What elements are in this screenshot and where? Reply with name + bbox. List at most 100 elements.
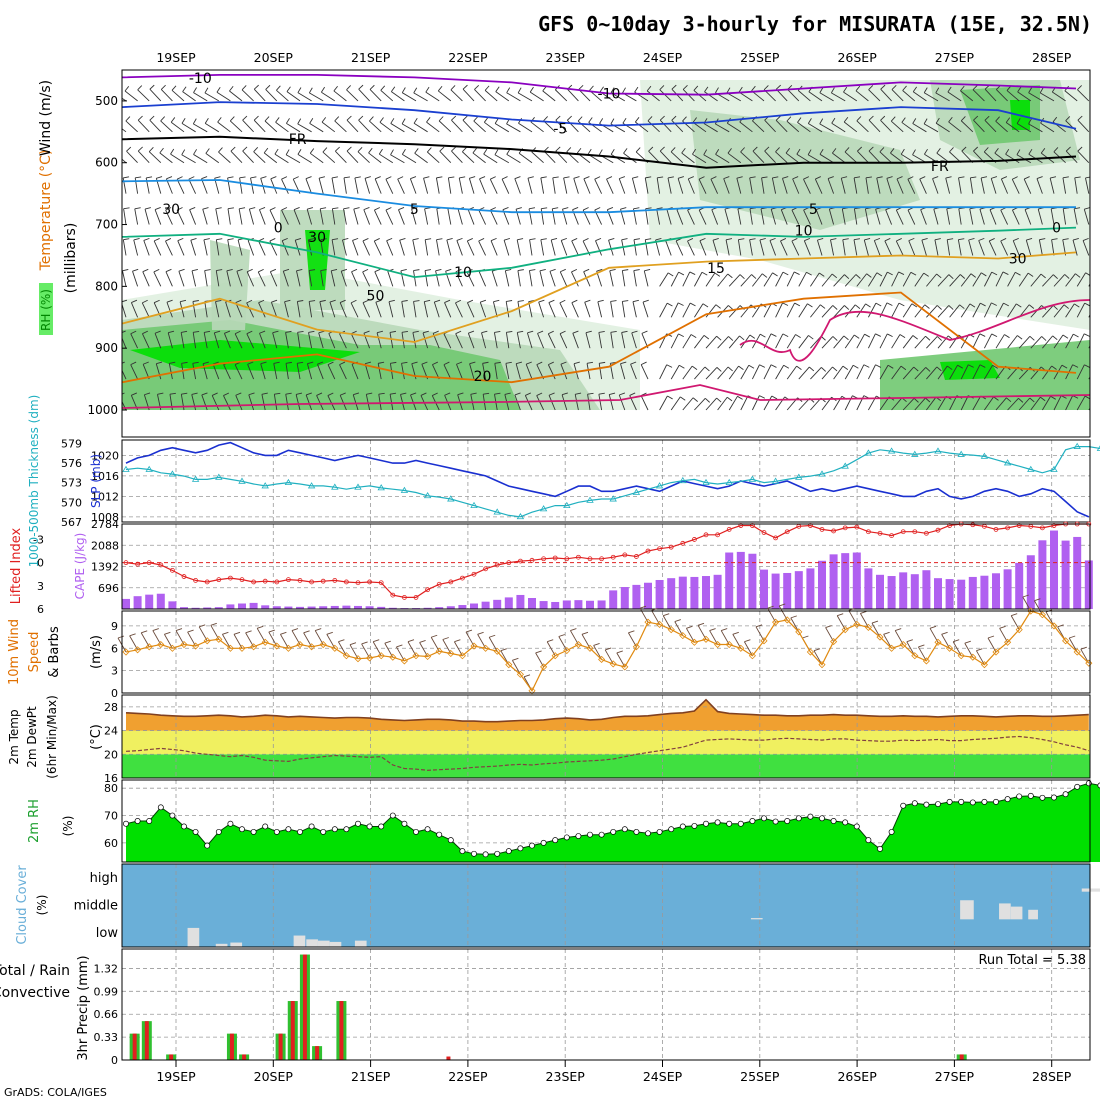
wind-barb	[587, 394, 591, 411]
wind-barb	[273, 394, 278, 411]
wind-barb	[176, 209, 185, 225]
surface-wind-barb	[372, 641, 382, 656]
wind-barb	[270, 178, 278, 194]
surface-wind-barb-flag	[1069, 635, 1076, 639]
wind-barb	[873, 240, 881, 256]
wind-barb	[551, 208, 556, 225]
wind-barb	[281, 179, 289, 194]
wind-barb-flag	[203, 238, 210, 241]
wind-barb-flag	[841, 176, 848, 179]
surface-wind-barb-flag	[871, 620, 879, 624]
wind-barb-flag	[1051, 365, 1057, 370]
wind-barb-flag	[875, 302, 882, 307]
wind-barb-flag	[572, 207, 579, 211]
surface-wind-barb-flag	[257, 625, 264, 629]
wind-barb	[493, 332, 498, 349]
wind-barb	[489, 179, 498, 194]
surface-wind-barb	[1034, 600, 1043, 615]
wind-barb-flag	[144, 207, 151, 210]
cape-bar	[1003, 569, 1012, 609]
wind-barb	[281, 240, 289, 256]
wind-barb	[447, 208, 452, 225]
wind-barb-flag	[911, 303, 918, 308]
wind-barb-flag	[215, 299, 222, 303]
wind-barb	[401, 123, 417, 133]
rh-tick-label: 60	[104, 837, 118, 850]
wind-barb	[414, 152, 428, 164]
wind-barb-flag	[782, 271, 789, 276]
wind-barb-flag	[242, 115, 248, 121]
wind-barb	[752, 273, 763, 287]
surface-wind-barb-flag	[210, 622, 217, 626]
wind-barb	[181, 154, 196, 164]
wind-barb	[609, 270, 614, 287]
wind-barb-flag	[134, 207, 141, 210]
wind-barb	[1072, 239, 1078, 256]
wind-barb	[387, 271, 394, 287]
wind-barb-flag	[239, 207, 246, 210]
rh-marker	[250, 828, 257, 835]
thickness-marker	[1027, 465, 1035, 472]
wind-barb-flag	[483, 117, 489, 123]
wind-speed-marker	[366, 654, 374, 662]
wind-barb-flag	[796, 148, 801, 155]
wind-barb-flag	[770, 333, 777, 337]
wind-barb	[571, 240, 579, 256]
cape-bar	[934, 578, 942, 609]
wind-barb-flag	[527, 176, 534, 179]
date-label-top: 28SEP	[1032, 50, 1072, 65]
surface-wind-barb	[848, 610, 858, 625]
wind-barb-flag	[133, 238, 140, 241]
wind-barb-flag	[320, 269, 327, 272]
wind-barb-flag	[645, 176, 652, 179]
wind-barb-flag	[390, 118, 395, 124]
wind-barb-flag	[771, 395, 778, 400]
cape-bar	[690, 576, 699, 609]
wind-barb-flag	[677, 176, 684, 179]
wind-barb-flag	[272, 330, 279, 334]
wind-speed-marker	[261, 638, 269, 646]
wind-barb-flag	[331, 268, 338, 272]
precip-convective-bar	[169, 1054, 174, 1060]
wind-barb-flag	[122, 392, 125, 395]
rh-marker	[877, 845, 883, 852]
wind-barb-flag	[339, 361, 346, 366]
wind-barb-flag	[714, 272, 721, 277]
wind-barb	[226, 270, 231, 287]
wind-barb	[791, 209, 800, 225]
wind-speed-marker	[748, 652, 756, 660]
wind-barb	[543, 150, 556, 164]
wind-barb	[635, 121, 649, 133]
wind-barb-flag	[153, 299, 160, 304]
wind-barb-flag	[376, 330, 383, 334]
wind-barb-flag	[759, 333, 766, 338]
wind-barb-flag	[516, 361, 523, 365]
wind-barb-flag	[852, 364, 859, 369]
wind-speed-marker	[980, 661, 988, 669]
wind-barb-flag	[286, 86, 291, 92]
wind-barb	[947, 91, 962, 102]
wind-barb	[456, 364, 463, 380]
contour-label: 30	[162, 202, 180, 218]
surface-wind-barb	[442, 639, 452, 654]
wind-barb	[694, 303, 704, 318]
wind-barb-flag	[704, 366, 710, 372]
wind-barb	[840, 178, 846, 194]
wind-barb	[841, 208, 846, 225]
wind-barb-flag	[502, 207, 509, 211]
wind-barb	[182, 91, 196, 102]
wind-barb-flag	[1000, 238, 1007, 242]
wind-barb	[705, 304, 717, 318]
wind-barb-flag	[156, 361, 163, 365]
thickness-marker	[563, 501, 571, 508]
contour-label: FR	[289, 132, 307, 148]
upper-frame	[121, 69, 1091, 438]
wind-barb	[659, 89, 672, 102]
wind-barb-flag	[610, 300, 617, 302]
wind-barb-flag	[469, 176, 476, 179]
slp-thickness-panel: 10081012101610205675705735765791000-500m…	[27, 395, 1100, 567]
wind-barb-flag	[131, 299, 138, 303]
wind-barb	[549, 271, 556, 287]
wind-barb	[726, 92, 742, 102]
